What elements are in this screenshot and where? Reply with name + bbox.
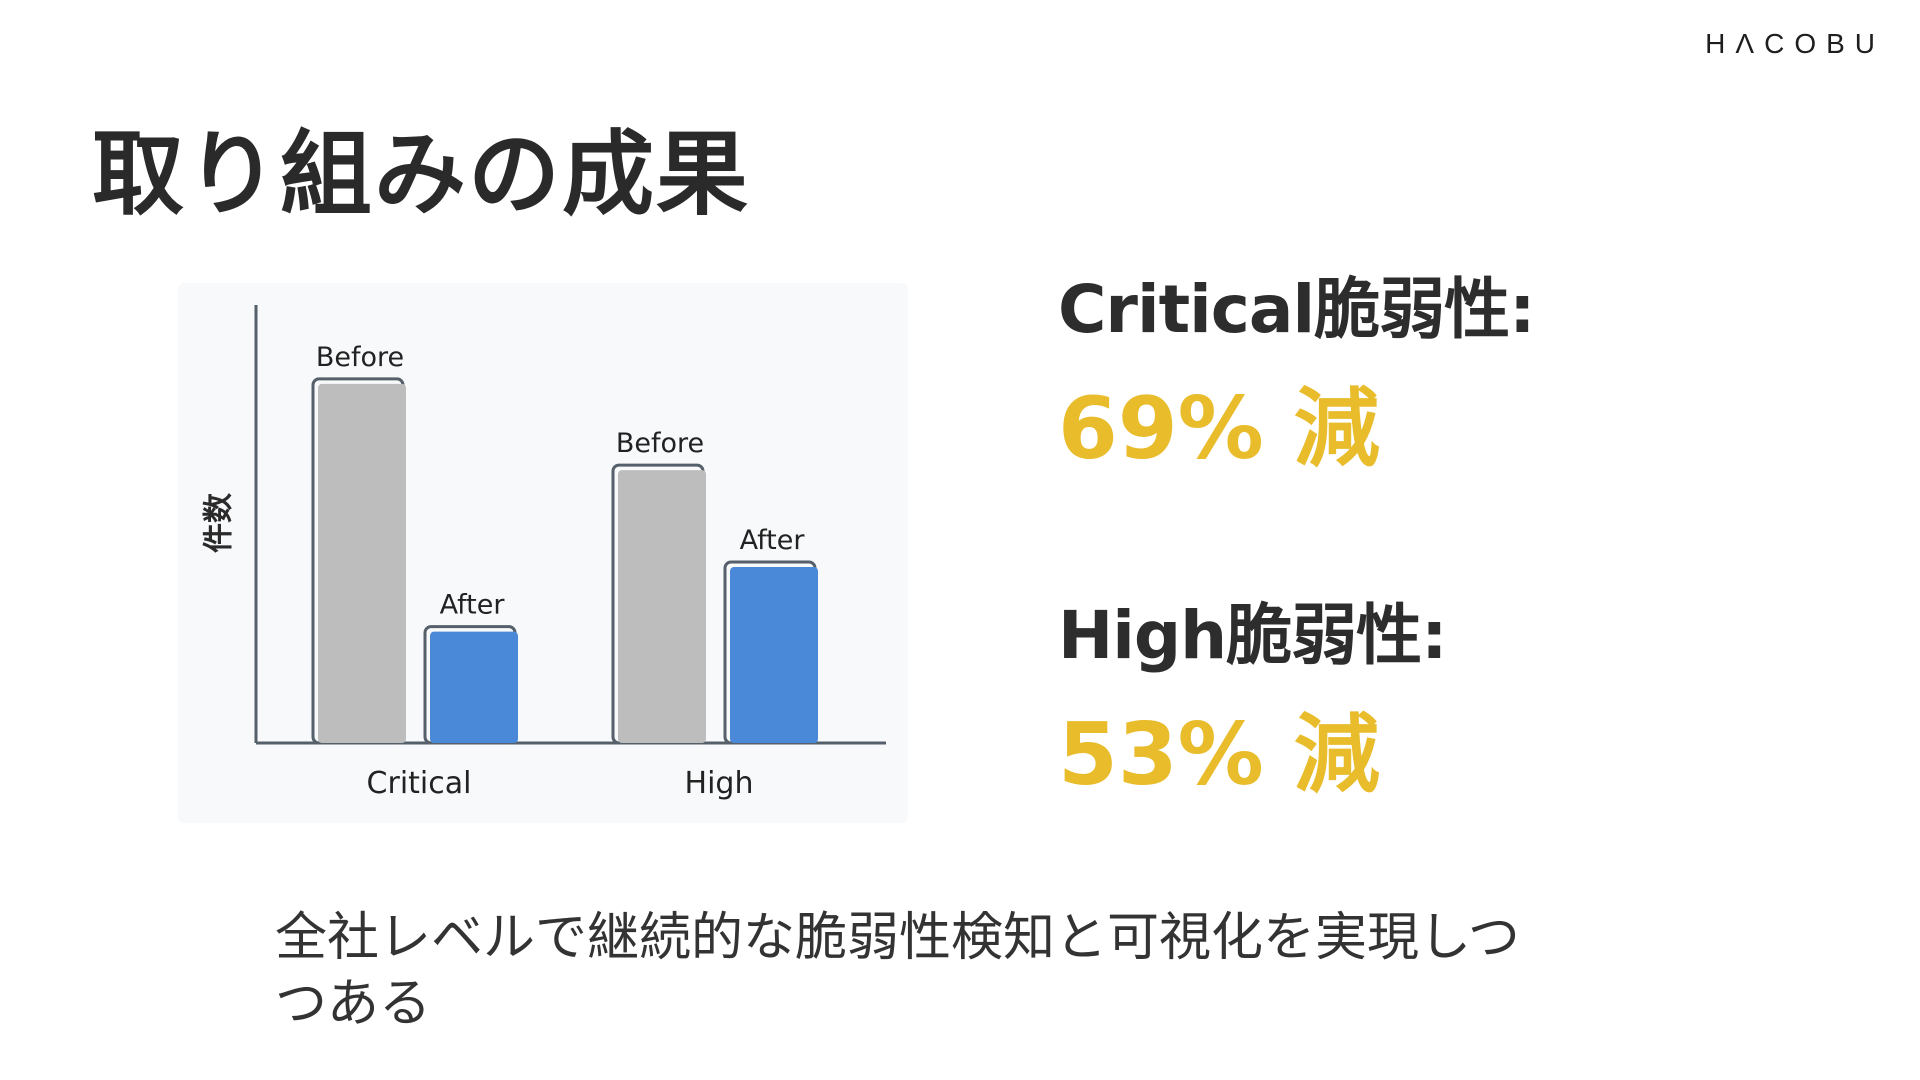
before-bar-label-high: Before xyxy=(616,428,704,459)
slide-title: 取り組みの成果 xyxy=(92,121,751,228)
category-label-high: High xyxy=(685,766,754,801)
bar-chart: 件数 Before After Critical Before After High xyxy=(202,305,886,801)
high-stat-label: High脆弱性: xyxy=(1058,597,1447,674)
after-bar-label-critical: After xyxy=(440,590,506,621)
before-bar-label-critical: Before xyxy=(316,342,404,373)
critical-stat-label: Critical脆弱性: xyxy=(1058,271,1535,348)
summary-text: 全社レベルで継続的な脆弱性検知と可視化を実現しつつある xyxy=(275,908,1520,1034)
before-bar-high xyxy=(618,470,706,743)
before-bar-critical xyxy=(318,383,406,743)
y-axis-label: 件数 xyxy=(202,492,237,553)
critical-stat-value: 69% 減 xyxy=(1058,379,1380,479)
after-bar-critical xyxy=(430,631,518,743)
after-bar-high xyxy=(730,567,818,743)
category-label-critical: Critical xyxy=(367,766,472,801)
company-logo: HΛCOBU xyxy=(1705,28,1885,59)
bar-chart-panel: 件数 Before After Critical Before After High xyxy=(178,283,908,823)
after-bar-label-high: After xyxy=(740,525,806,556)
high-stat-value: 53% 減 xyxy=(1058,705,1380,805)
